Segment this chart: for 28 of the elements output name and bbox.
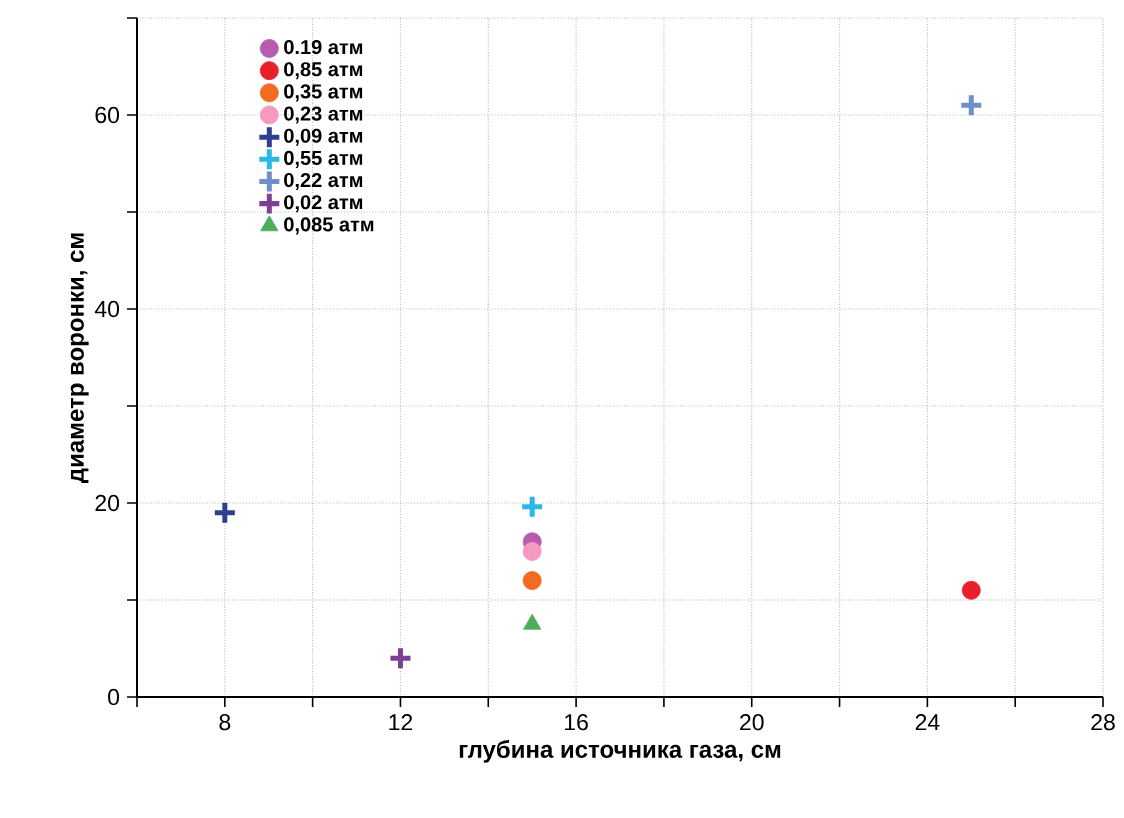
legend-label: 0,02 атм: [284, 195, 363, 213]
x-tick-label: 24: [915, 714, 940, 731]
point: [390, 648, 411, 669]
legend-label: 0,085 атм: [284, 217, 374, 235]
x-tick-label: 12: [389, 714, 413, 731]
y-tick-label: 40: [94, 300, 120, 318]
point: [522, 571, 542, 590]
legend-label: 0,23 атм: [284, 106, 363, 124]
legend-label: 0,09 атм: [284, 128, 363, 146]
x-tick-label: 20: [740, 714, 764, 731]
legend-label: 0,35 атм: [284, 84, 363, 102]
legend-label: 0,85 атм: [284, 62, 363, 80]
point: [522, 496, 543, 517]
y-tick-label: 60: [95, 106, 120, 124]
point: [961, 95, 982, 116]
legend-label: 0,22 атм: [284, 172, 363, 191]
y-tick-label: 0: [108, 688, 120, 706]
legend-label: 0,55 атм: [284, 150, 363, 168]
legend-label: 0.19 атм: [284, 40, 363, 55]
point: [961, 580, 981, 600]
point: [522, 542, 542, 561]
x-tick-label: 28: [1091, 714, 1115, 731]
y-tick-label: 20: [95, 494, 120, 512]
y-axis-title: диаметр воронки, см: [70, 233, 89, 483]
point: [214, 502, 235, 523]
x-tick-label: 8: [219, 714, 231, 731]
x-tick-label: 16: [565, 714, 588, 731]
x-axis-title: глубина источника газа, см: [459, 740, 781, 763]
